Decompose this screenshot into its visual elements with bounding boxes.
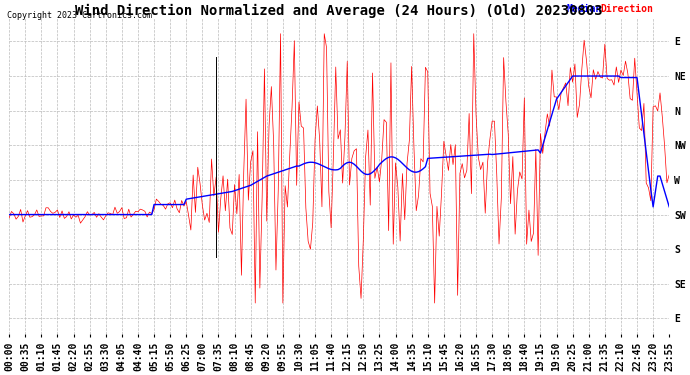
Text: Copyright 2023 Cartronics.com: Copyright 2023 Cartronics.com <box>7 11 152 20</box>
Text: Direction: Direction <box>600 4 653 14</box>
Text: Median: Median <box>567 4 602 14</box>
Title: Wind Direction Normalized and Average (24 Hours) (Old) 20230803: Wind Direction Normalized and Average (2… <box>75 4 603 18</box>
